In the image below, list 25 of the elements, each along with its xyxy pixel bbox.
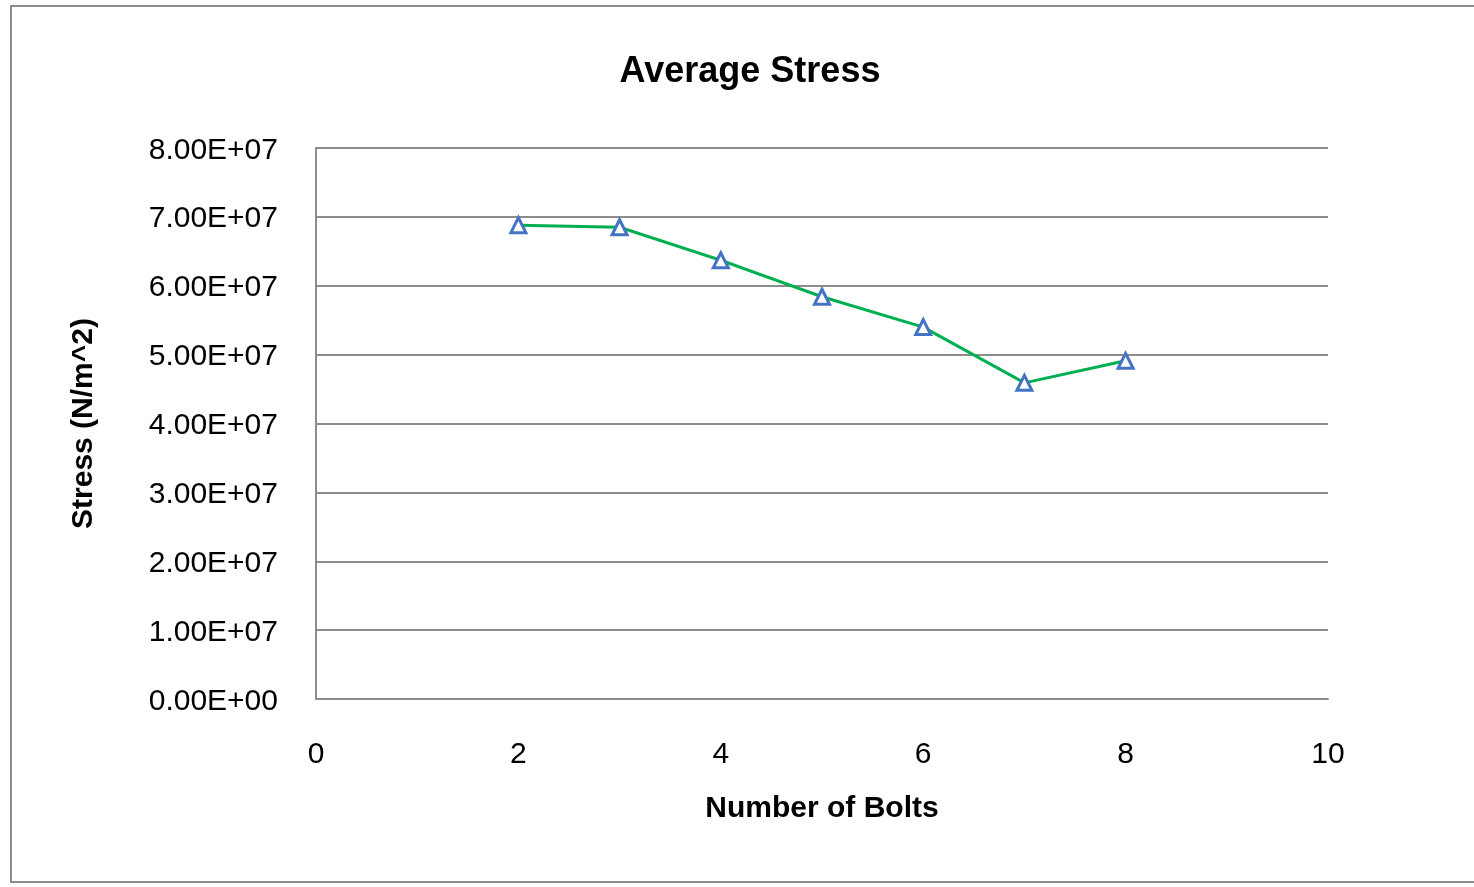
point	[711, 251, 730, 270]
x-tick-label: 8	[1117, 735, 1134, 769]
x-tick-label: 2	[510, 735, 527, 769]
y-tick-label: 2.00E+07	[148, 544, 278, 578]
point	[610, 218, 629, 237]
y-tick-label: 1.00E+07	[148, 613, 278, 647]
point	[914, 318, 933, 337]
y-tick-label: 3.00E+07	[148, 475, 278, 509]
y-tick-label: 0.00E+00	[148, 682, 278, 716]
y-tick-label: 7.00E+07	[148, 200, 278, 234]
x-tick-label: 4	[712, 735, 730, 769]
point	[813, 287, 831, 306]
chart-title: Average Stress	[619, 48, 881, 90]
y-tick-label: 6.00E+07	[148, 269, 278, 303]
y-axis-title: Stress (N/m^2)	[64, 318, 98, 529]
x-tick-label: 6	[914, 735, 932, 769]
x-tick-label: 10	[1311, 735, 1345, 769]
point	[509, 216, 528, 235]
x-tick-label: 0	[307, 735, 325, 769]
y-tick-label: 8.00E+07	[148, 131, 278, 165]
x-axis-title: Number of Bolts	[705, 789, 939, 823]
y-tick-label: 4.00E+07	[148, 407, 278, 440]
y-tick-label: 5.00E+07	[148, 338, 278, 372]
point	[1116, 351, 1135, 370]
point	[1015, 373, 1034, 392]
